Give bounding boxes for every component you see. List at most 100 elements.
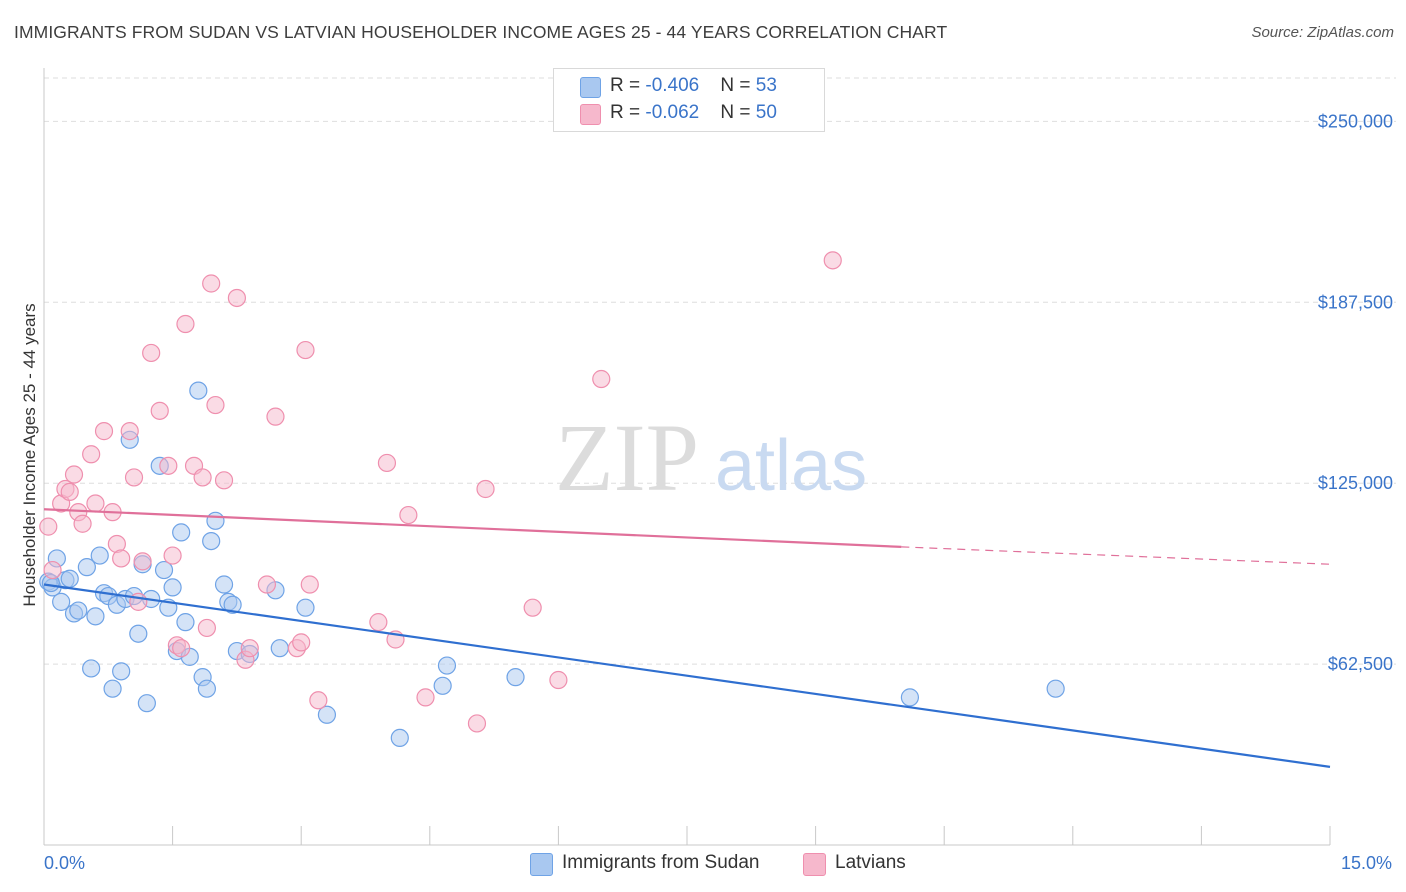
- point-latvians: [227, 288, 246, 308]
- x-tick-label: 0.0%: [44, 853, 85, 873]
- point-sudan: [60, 569, 79, 588]
- point-sudan: [52, 592, 71, 611]
- point-sudan: [1046, 679, 1065, 698]
- point-latvians: [86, 494, 105, 513]
- point-sudan: [163, 578, 182, 597]
- point-latvians: [159, 456, 178, 475]
- point-sudan: [77, 558, 96, 577]
- bottom-legend-swatch-latvians: [803, 853, 826, 876]
- point-latvians: [296, 340, 315, 360]
- bottom-legend-label-sudan: Immigrants from Sudan: [562, 852, 760, 873]
- point-sudan: [69, 601, 88, 620]
- point-latvians: [39, 517, 58, 536]
- point-latvians: [193, 468, 212, 487]
- point-latvians: [112, 549, 131, 568]
- point-sudan: [202, 531, 221, 551]
- point-latvians: [416, 688, 435, 707]
- point-latvians: [142, 343, 161, 363]
- chart-title: IMMIGRANTS FROM SUDAN VS LATVIAN HOUSEHO…: [14, 22, 948, 42]
- point-latvians: [197, 618, 216, 638]
- source-label: Source: ZipAtlas.com: [1251, 24, 1394, 41]
- r-value: -0.062: [645, 102, 700, 123]
- y-tick-label: $62,500: [1328, 654, 1393, 674]
- legend-swatch-latvians: [580, 104, 601, 125]
- legend-stats-sudan: R = -0.406 N = 53: [610, 75, 777, 97]
- point-sudan: [82, 659, 101, 678]
- point-latvians: [43, 560, 62, 580]
- n-label: N =: [720, 102, 756, 123]
- point-sudan: [433, 676, 452, 695]
- trend-line-latvians-extension: [901, 546, 1331, 565]
- point-latvians: [206, 395, 225, 415]
- point-latvians: [129, 592, 148, 611]
- point-latvians: [257, 575, 277, 594]
- x-tick-label: 15.0%: [1341, 853, 1392, 873]
- point-latvians: [592, 369, 611, 389]
- r-value: -0.406: [645, 75, 700, 96]
- point-latvians: [266, 407, 285, 426]
- point-sudan: [103, 679, 122, 698]
- point-latvians: [292, 633, 311, 652]
- point-sudan: [437, 656, 457, 675]
- point-sudan: [296, 598, 315, 617]
- point-latvians: [309, 691, 328, 710]
- point-sudan: [900, 688, 920, 707]
- point-latvians: [823, 251, 842, 270]
- y-tick-label: $125,000: [1318, 473, 1393, 493]
- point-sudan: [176, 613, 195, 632]
- point-sudan: [189, 381, 208, 400]
- point-latvians: [214, 471, 234, 490]
- point-sudan: [317, 705, 337, 724]
- point-sudan: [172, 523, 191, 542]
- data-points: [39, 251, 1065, 748]
- point-latvians: [120, 422, 139, 441]
- point-latvians: [124, 468, 144, 487]
- y-axis-label: Householder Income Ages 25 - 44 years: [20, 303, 39, 607]
- point-latvians: [163, 546, 182, 565]
- point-sudan: [86, 607, 105, 626]
- point-latvians: [369, 613, 388, 632]
- trend-line-sudan: [43, 583, 1331, 768]
- stats-legend: R = -0.406 N = 53 R = -0.062 N = 50: [553, 68, 825, 132]
- watermark-zip: ZIP: [555, 404, 699, 511]
- watermark: ZIP atlas: [555, 404, 867, 511]
- n-value: 53: [755, 75, 777, 96]
- point-latvians: [549, 670, 568, 690]
- point-latvians: [523, 598, 542, 617]
- n-label: N =: [720, 75, 756, 96]
- bottom-legend-label-latvians: Latvians: [835, 852, 906, 873]
- point-latvians: [300, 575, 319, 594]
- point-sudan: [137, 694, 156, 713]
- tick-labels: $62,500 $125,000 $187,500 $250,000 0.0% 15.0%: [44, 111, 1393, 873]
- point-sudan: [197, 679, 216, 698]
- point-latvians: [133, 552, 152, 571]
- point-sudan: [112, 662, 131, 681]
- point-latvians: [202, 274, 221, 293]
- point-sudan: [270, 639, 289, 658]
- point-sudan: [390, 728, 409, 748]
- r-label: R =: [610, 75, 646, 96]
- grid-lines: [44, 77, 1396, 665]
- point-latvians: [399, 505, 418, 525]
- n-value: 50: [755, 102, 777, 123]
- trend-line-latvians: [43, 508, 902, 548]
- point-sudan: [223, 595, 242, 614]
- point-sudan: [214, 575, 234, 594]
- trend-lines: [43, 508, 1331, 768]
- point-latvians: [73, 514, 92, 533]
- watermark-atlas: atlas: [715, 426, 867, 506]
- point-sudan: [154, 560, 174, 580]
- point-sudan: [90, 546, 109, 565]
- r-label: R =: [610, 102, 646, 123]
- y-tick-label: $187,500: [1318, 292, 1393, 312]
- point-latvians: [94, 422, 114, 441]
- bottom-legend-swatch-sudan: [530, 853, 553, 876]
- legend-swatch-sudan: [580, 77, 601, 98]
- point-latvians: [172, 639, 191, 658]
- legend-stats-latvians: R = -0.062 N = 50: [610, 102, 777, 124]
- point-latvians: [240, 639, 259, 658]
- point-latvians: [64, 465, 84, 484]
- point-latvians: [377, 453, 397, 473]
- axes: [43, 68, 1331, 846]
